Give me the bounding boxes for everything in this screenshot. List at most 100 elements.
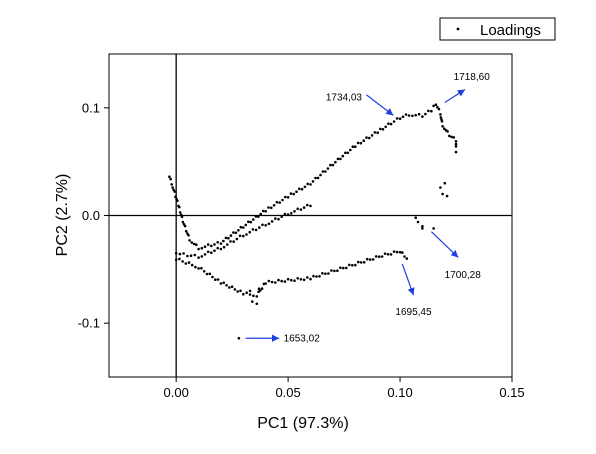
loading-point — [229, 240, 232, 243]
loading-point — [284, 195, 287, 199]
loading-point — [277, 278, 280, 282]
loading-point — [441, 192, 444, 196]
loading-point — [260, 287, 264, 290]
loading-point — [190, 241, 194, 244]
loading-point — [318, 275, 321, 278]
legend-marker — [456, 27, 460, 31]
loading-point — [432, 104, 435, 108]
loading-point — [203, 253, 207, 256]
annotation-arrow — [366, 94, 394, 116]
loading-point — [299, 278, 303, 281]
loading-point — [312, 274, 315, 278]
loading-point — [237, 336, 241, 340]
loading-point — [339, 157, 342, 161]
loading-point — [267, 279, 271, 283]
loading-point — [334, 160, 337, 164]
loading-point — [232, 231, 235, 234]
legend-label: Loadings — [480, 22, 541, 39]
loading-point — [169, 177, 172, 181]
loading-point — [401, 251, 404, 254]
loading-point — [359, 141, 363, 145]
loading-point — [392, 120, 396, 123]
loading-point — [298, 187, 301, 191]
loading-point — [216, 246, 219, 250]
loading-point — [274, 281, 277, 284]
loading-point — [401, 115, 405, 119]
loading-point — [386, 253, 390, 256]
loading-point — [454, 142, 458, 146]
loading-point — [319, 173, 322, 177]
loading-point — [362, 139, 366, 142]
loading-point — [454, 150, 458, 154]
loading-point — [299, 208, 303, 211]
loading-point — [381, 128, 385, 131]
loading-point — [392, 250, 396, 253]
loading-point — [286, 196, 290, 199]
loading-point — [407, 114, 411, 117]
loading-point — [421, 115, 424, 118]
loading-point — [267, 222, 271, 226]
loading-point — [225, 284, 228, 287]
loading-point — [424, 112, 427, 116]
loading-point — [450, 135, 453, 139]
loading-point — [226, 243, 229, 246]
loading-point — [239, 289, 242, 293]
x-tick-label: 0.05 — [275, 385, 300, 400]
loading-point — [414, 216, 418, 219]
loading-point — [293, 279, 296, 283]
loading-point — [182, 252, 185, 255]
loading-point — [349, 148, 352, 152]
loading-point — [181, 260, 184, 263]
loading-point — [439, 186, 442, 189]
loading-point — [216, 241, 219, 244]
loading-point — [368, 136, 371, 140]
loading-point — [339, 266, 342, 270]
loading-point — [170, 183, 173, 186]
loading-point — [380, 255, 384, 258]
loading-point — [192, 242, 196, 246]
loading-point — [187, 261, 191, 264]
loading-point — [373, 131, 377, 134]
loading-point — [300, 187, 304, 191]
loading-point — [257, 215, 260, 218]
loading-point — [184, 262, 188, 265]
loading-point — [238, 234, 242, 238]
loading-point — [439, 113, 442, 116]
loading-point — [235, 237, 239, 241]
loading-point — [219, 282, 223, 285]
loading-point — [280, 215, 284, 219]
loading-point — [245, 291, 248, 295]
annotation-arrow — [444, 89, 466, 103]
loading-point — [193, 253, 197, 257]
loading-point — [440, 118, 443, 121]
loading-point — [452, 136, 456, 139]
x-tick-label: 0.00 — [164, 385, 189, 400]
loading-point — [351, 264, 354, 267]
axis-ticks: 0.00 0.05 0.10 0.15 -0.1 0.0 0.1 — [78, 100, 525, 400]
loading-point — [249, 220, 253, 224]
loading-point — [264, 282, 268, 285]
legend-box — [439, 17, 556, 41]
loading-point — [314, 176, 317, 180]
loading-point — [200, 246, 204, 250]
loading-point — [306, 276, 309, 279]
loading-point — [290, 212, 293, 215]
loading-point — [441, 125, 444, 128]
y-tick-label: -0.1 — [78, 316, 100, 331]
loading-point — [179, 213, 183, 217]
loading-point — [227, 236, 230, 240]
loading-point — [345, 266, 348, 270]
loading-point — [264, 224, 268, 227]
loading-point — [336, 269, 339, 273]
loading-point — [239, 225, 243, 229]
loading-point — [443, 181, 447, 185]
loading-point — [321, 272, 324, 275]
loading-point — [395, 250, 399, 254]
loading-point — [398, 117, 402, 120]
loading-point — [244, 223, 248, 227]
y-tick-label: 0.0 — [82, 208, 100, 223]
loading-point — [351, 145, 355, 148]
loading-point — [324, 272, 327, 276]
loading-point — [315, 275, 318, 278]
loading-point — [293, 210, 296, 213]
